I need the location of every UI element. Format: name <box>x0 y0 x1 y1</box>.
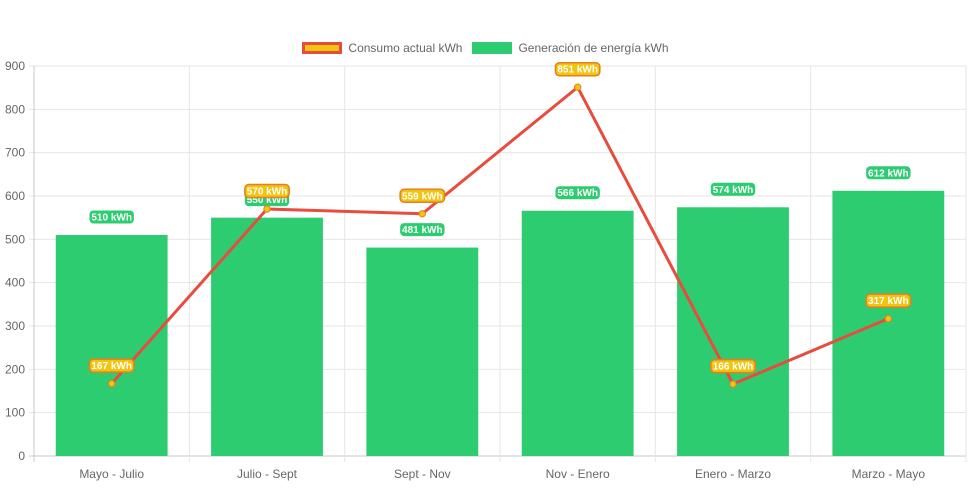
data-label-consumo: 166 kWh <box>713 362 754 373</box>
y-tick-label: 600 <box>5 189 25 203</box>
y-tick-label: 900 <box>5 59 25 73</box>
bar-generacion[interactable] <box>677 207 789 456</box>
legend-item-generacion[interactable]: Generación de energía kWh <box>472 41 669 55</box>
data-label-consumo-box <box>88 358 135 373</box>
data-label-generacion-box <box>400 223 445 237</box>
data-label-generacion: 574 kWh <box>713 185 754 196</box>
legend-swatch-generacion <box>472 42 513 54</box>
data-label-consumo: 167 kWh <box>91 361 132 372</box>
data-label-consumo: 559 kWh <box>402 191 443 202</box>
legend-swatch-consumo <box>302 42 343 54</box>
data-label-consumo-box <box>399 188 446 204</box>
y-tick-label: 800 <box>5 102 25 116</box>
bar-generacion[interactable] <box>832 190 945 457</box>
x-tick-label: Enero - Marzo <box>695 467 771 481</box>
y-tick-label: 500 <box>5 232 25 246</box>
point-consumo[interactable] <box>884 314 893 323</box>
y-tick-label: 300 <box>5 319 25 333</box>
data-label-consumo-box <box>865 293 912 308</box>
data-label-generacion: 566 kWh <box>557 188 598 199</box>
data-label-consumo: 570 kWh <box>247 187 288 198</box>
point-consumo[interactable] <box>107 379 116 388</box>
x-tick-label: Marzo - Mayo <box>852 467 926 481</box>
point-consumo[interactable] <box>418 210 427 218</box>
x-tick-label: Mayo - Julio <box>79 467 144 481</box>
data-label-generacion: 550 kWh <box>247 195 288 206</box>
y-tick-label: 200 <box>5 362 25 376</box>
data-label-generacion-box <box>89 210 134 224</box>
legend-label-generacion: Generación de energía kWh <box>518 41 669 55</box>
data-label-consumo-box <box>244 183 290 199</box>
y-tick-label: 0 <box>18 449 25 463</box>
point-consumo[interactable] <box>573 83 582 91</box>
y-tick-label: 100 <box>5 406 25 420</box>
y-tick-label: 400 <box>5 276 25 290</box>
legend-label-consumo: Consumo actual kWh <box>348 41 463 55</box>
line-consumo <box>110 85 889 386</box>
bar-generacion[interactable] <box>366 247 479 456</box>
data-label-consumo: 851 kWh <box>557 65 598 76</box>
data-label-generacion-box <box>866 166 911 180</box>
legend-item-consumo[interactable]: Consumo actual kWh <box>302 41 462 55</box>
legend: Consumo actual kWh Generación de energía… <box>0 41 971 55</box>
point-consumo[interactable] <box>263 205 271 213</box>
bar-generacion[interactable] <box>521 210 634 456</box>
data-label-generacion: 612 kWh <box>868 168 909 179</box>
data-label-generacion-box <box>710 182 756 196</box>
data-label-generacion-box <box>555 186 600 200</box>
data-label-consumo: 317 kWh <box>868 296 909 307</box>
data-label-generacion: 510 kWh <box>91 213 132 224</box>
x-tick-label: Sept - Nov <box>394 467 451 481</box>
x-tick-label: Nov - Enero <box>546 467 610 481</box>
point-consumo[interactable] <box>729 380 737 388</box>
x-tick-label: Julio - Sept <box>237 467 298 481</box>
data-label-consumo-box <box>710 358 756 374</box>
y-tick-label: 700 <box>5 146 25 160</box>
data-label-generacion: 481 kWh <box>402 225 443 236</box>
data-label-consumo-box <box>554 61 601 77</box>
bar-generacion[interactable] <box>211 217 323 456</box>
bar-generacion[interactable] <box>55 235 168 456</box>
